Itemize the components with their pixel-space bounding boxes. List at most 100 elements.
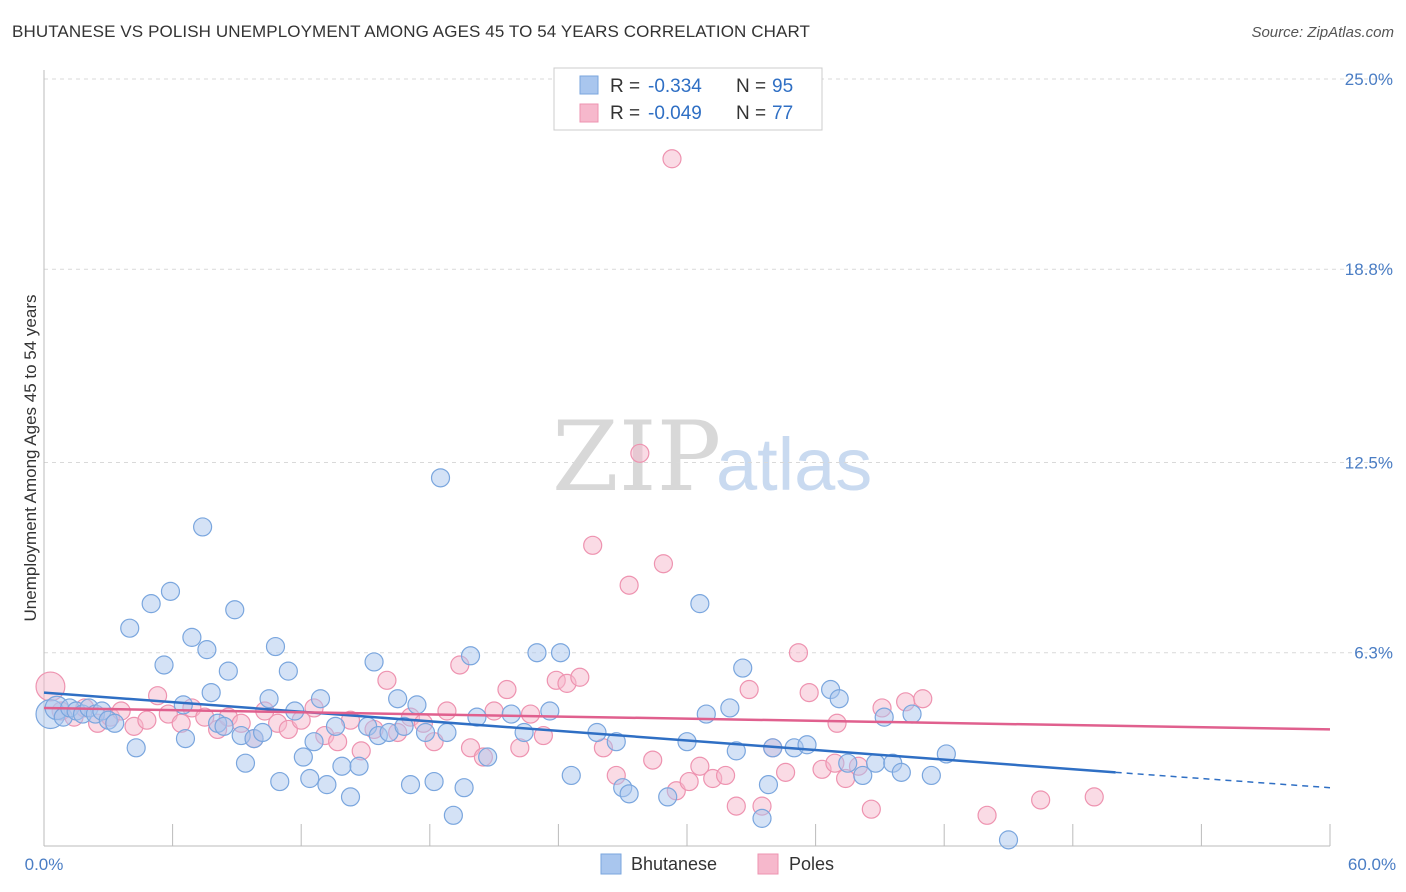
source-credit: Source: ZipAtlas.com (1251, 24, 1394, 41)
bhutanese-point-11 (126, 738, 146, 758)
y-tick-labels: 6.3% 12.5% 18.8% 25.0% (1345, 70, 1393, 663)
trend-lines (43, 691, 1331, 789)
poles-point-51 (653, 554, 674, 574)
y-axis-label: Unemployment Among Ages 45 to 54 years (21, 295, 40, 622)
legend-n-label-poles: N = (736, 103, 766, 124)
bhutanese-point-19 (193, 517, 213, 537)
bhutanese-point-85 (866, 753, 886, 773)
bhutanese-point-58 (460, 646, 481, 666)
bhutanese-point-55 (437, 722, 457, 743)
poles-point-68 (861, 799, 881, 819)
y-tick-label-0: 6.3% (1354, 644, 1393, 663)
bhutanese-point-57 (454, 778, 474, 798)
bhutanese-point-86 (874, 707, 894, 727)
bhutanese-point-37 (304, 732, 324, 752)
poles-point-37 (484, 701, 504, 721)
bhutanese-point-90 (921, 765, 941, 786)
poles-point-63 (799, 682, 819, 703)
bhutanese-point-12 (120, 618, 140, 638)
legend-r-value-poles: -0.049 (648, 103, 702, 124)
poles-point-50 (643, 750, 663, 770)
bhutanese-point-89 (902, 704, 922, 724)
bhutanese-point-53 (424, 771, 444, 792)
poles-point-58 (739, 679, 759, 700)
bhutanese-point-77 (758, 775, 779, 795)
bhutanese-point-41 (332, 756, 352, 776)
bhutanese-point-45 (364, 652, 384, 672)
bhutanese-point-74 (720, 698, 740, 718)
bhutanese-point-30 (259, 689, 279, 709)
bhutanese-point-21 (201, 682, 221, 703)
legend-r-value-bhutanese: -0.334 (648, 76, 702, 97)
poles-point-45 (583, 535, 603, 555)
series-legend: Bhutanese Poles (600, 853, 834, 875)
poles-point-8 (137, 710, 157, 730)
poles-point-28 (377, 670, 397, 690)
trend-line-bhutanese-extension (1115, 771, 1331, 789)
bhutanese-point-49 (394, 716, 414, 736)
legend-n-label-bhutanese: N = (736, 76, 766, 97)
bhutanese-point-83 (838, 753, 858, 773)
bhutanese-point-70 (619, 784, 639, 804)
bhutanese-point-48 (388, 689, 408, 709)
poles-point-71 (913, 689, 933, 709)
bhutanese-point-27 (235, 753, 256, 773)
bhutanese-point-71 (658, 787, 678, 807)
bottom-legend-swatch-bhutanese (600, 853, 622, 875)
bhutanese-point-56 (443, 805, 463, 825)
bhutanese-point-63 (527, 643, 547, 663)
bhutanese-point-29 (253, 722, 273, 743)
bottom-legend-label-bhutanese: Bhutanese (631, 854, 717, 874)
bhutanese-point-39 (317, 775, 337, 795)
bhutanese-point-61 (501, 704, 521, 724)
bhutanese-point-13 (141, 594, 161, 614)
bhutanese-point-18 (182, 627, 202, 647)
bhutanese-point-60 (478, 747, 498, 767)
bottom-legend-label-poles: Poles (789, 854, 834, 874)
bhutanese-point-50 (400, 775, 421, 795)
bhutanese-point-59 (467, 707, 487, 727)
y-tick-label-1: 12.5% (1345, 454, 1393, 473)
bhutanese-point-20 (197, 640, 217, 660)
bhutanese-point-14 (154, 655, 174, 675)
poles-point-72 (977, 805, 997, 825)
poles-point-74 (1084, 787, 1104, 807)
poles-point-54 (690, 756, 710, 776)
y-tick-label-3: 25.0% (1345, 70, 1393, 89)
legend-swatch-bhutanese (579, 75, 599, 95)
poles-point-38 (497, 679, 517, 700)
series-bhutanese-points (35, 468, 1019, 850)
x-tick-marks (43, 824, 1331, 846)
bhutanese-point-40 (325, 716, 346, 736)
bhutanese-point-15 (160, 581, 181, 601)
poles-point-53 (679, 771, 699, 792)
bhutanese-point-84 (853, 765, 873, 786)
bhutanese-point-24 (218, 661, 238, 681)
poles-point-56 (715, 765, 736, 786)
poles-point-48 (619, 575, 639, 595)
bhutanese-point-75 (726, 741, 746, 761)
bhutanese-point-82 (829, 689, 849, 709)
gridlines (44, 78, 1394, 654)
bhutanese-point-23 (214, 716, 234, 736)
poles-point-61 (775, 762, 796, 782)
bhutanese-point-66 (561, 765, 581, 786)
x-tick-label-max: 60.0% (1348, 855, 1396, 874)
bhutanese-point-10 (105, 713, 125, 733)
bhutanese-point-51 (407, 695, 427, 715)
bhutanese-point-36 (300, 768, 320, 789)
poles-point-75 (662, 149, 682, 169)
legend-r-label-poles: R = (610, 103, 640, 124)
legend-box (553, 67, 823, 131)
correlation-legend: R = -0.334 N = 95 R = -0.049 N = 77 (553, 67, 823, 131)
legend-n-value-bhutanese: 95 (772, 76, 793, 97)
poles-point-76 (827, 713, 847, 733)
bhutanese-point-25 (225, 600, 245, 620)
bhutanese-point-93 (752, 808, 772, 828)
chart-title: BHUTANESE VS POLISH UNEMPLOYMENT AMONG A… (12, 22, 810, 41)
poles-point-40 (520, 704, 541, 724)
bhutanese-point-73 (696, 704, 716, 724)
bhutanese-point-38 (310, 689, 331, 709)
legend-r-label-bhutanese: R = (610, 76, 640, 97)
